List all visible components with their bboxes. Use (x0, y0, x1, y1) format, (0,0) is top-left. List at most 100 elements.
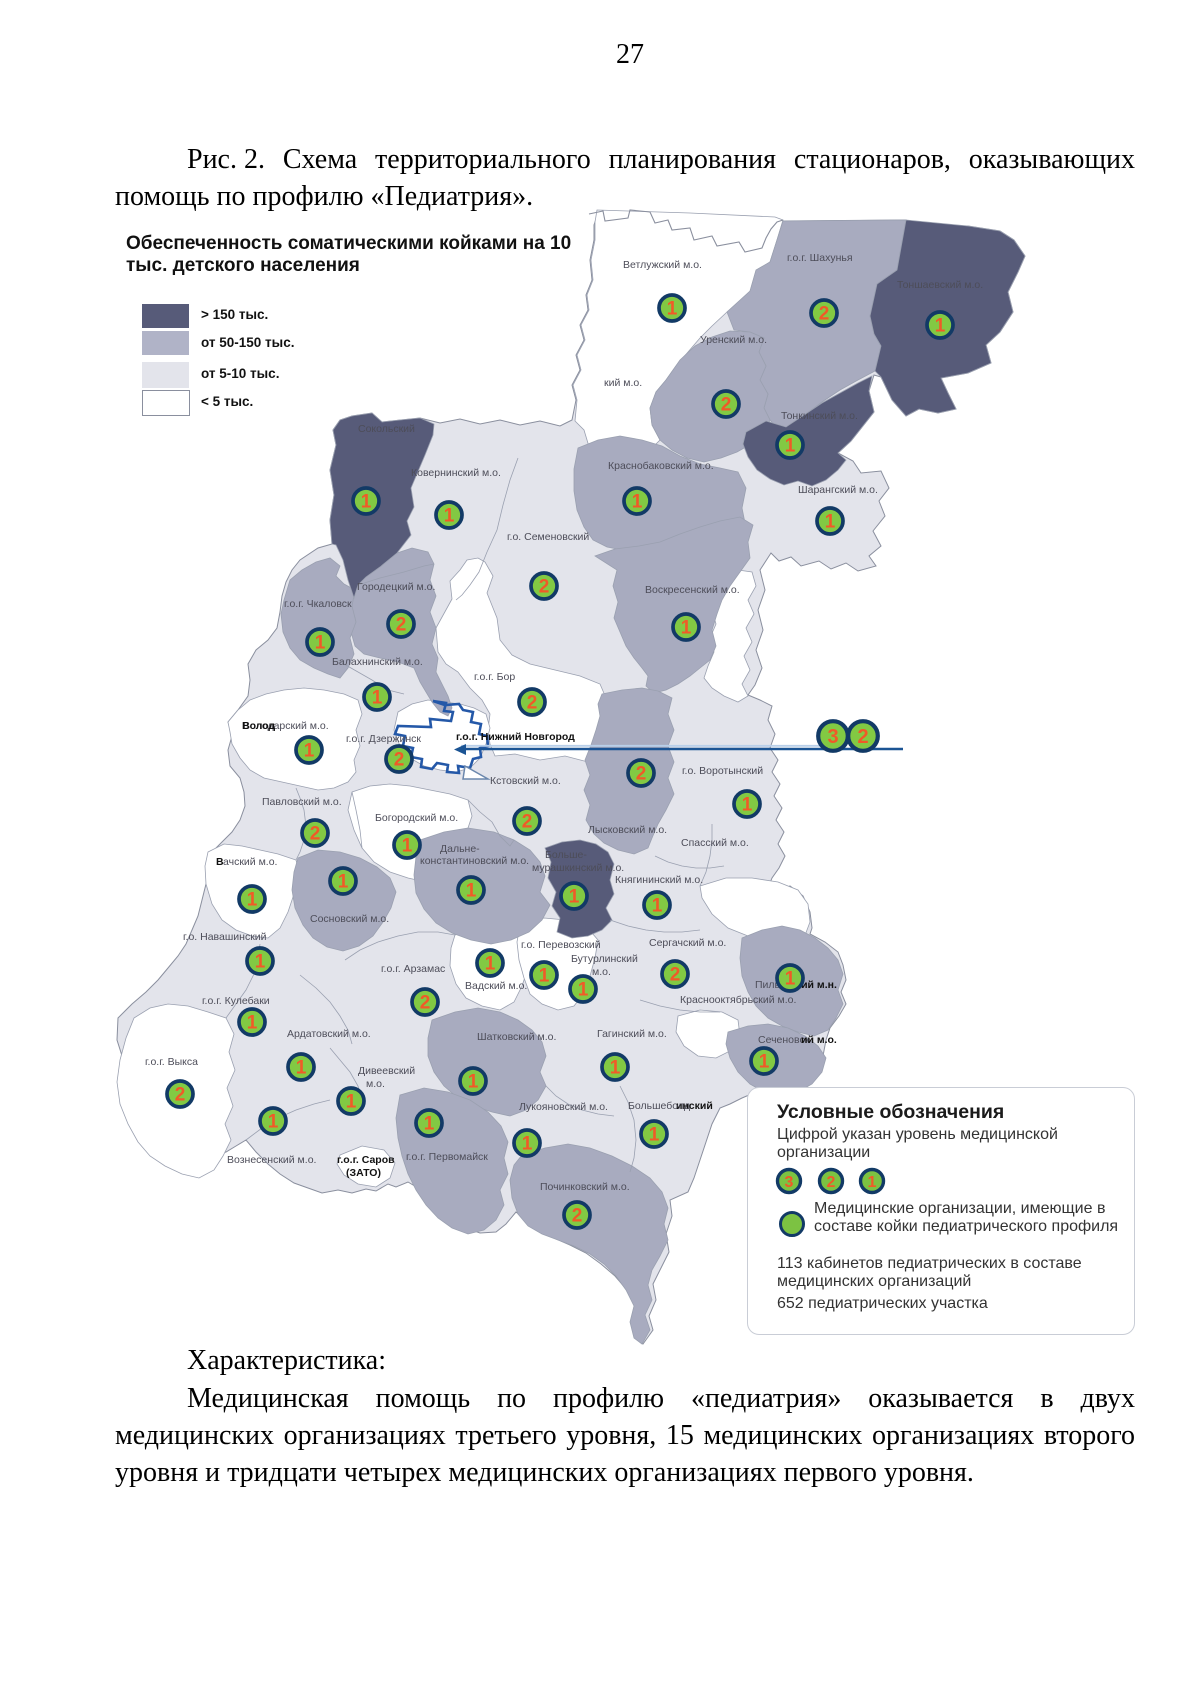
svg-text:1: 1 (304, 741, 315, 762)
svg-text:г.о.г. Нижний Новгород: г.о.г. Нижний Новгород (456, 731, 575, 743)
svg-text:Волод: Волод (242, 720, 276, 732)
svg-text:Сергачский м.о.: Сергачский м.о. (649, 937, 726, 949)
svg-text:Дивеевский: Дивеевский (358, 1065, 415, 1077)
svg-text:1: 1 (742, 795, 753, 816)
svg-text:1: 1 (569, 887, 580, 908)
svg-text:Тонкинский м.о.: Тонкинский м.о. (781, 410, 858, 422)
svg-text:Лысковский м.о.: Лысковский м.о. (588, 824, 667, 836)
svg-text:3: 3 (785, 1174, 794, 1191)
svg-text:(ЗАТО): (ЗАТО) (346, 1167, 381, 1179)
svg-text:1: 1 (296, 1058, 307, 1079)
svg-text:м.о.: м.о. (366, 1078, 385, 1090)
svg-text:г.о. Навашинский: г.о. Навашинский (183, 931, 267, 943)
svg-text:Павловский м.о.: Павловский м.о. (262, 796, 342, 808)
svg-text:1: 1 (424, 1114, 435, 1135)
svg-text:Володарский м.о.: Володарский м.о. (243, 720, 329, 732)
svg-text:1: 1 (372, 688, 383, 709)
svg-text:1: 1 (346, 1092, 357, 1113)
svg-text:г.о.г. Дзержинск: г.о.г. Дзержинск (346, 733, 421, 745)
svg-text:г.о.г. Чкаловск: г.о.г. Чкаловск (284, 598, 352, 610)
svg-text:2: 2 (819, 304, 830, 325)
svg-text:Ардатовский м.о.: Ардатовский м.о. (287, 1028, 371, 1040)
svg-text:Воскресенский м.о.: Воскресенский м.о. (645, 584, 740, 596)
svg-text:Балахнинский м.о.: Балахнинский м.о. (332, 656, 423, 668)
svg-text:константиновский м.о.: константиновский м.о. (420, 855, 529, 867)
svg-text:1: 1 (338, 872, 349, 893)
svg-text:3: 3 (827, 726, 838, 748)
svg-text:Гагинский м.о.: Гагинский м.о. (597, 1028, 667, 1040)
svg-text:1: 1 (578, 980, 589, 1001)
svg-text:м.о.: м.о. (592, 966, 611, 978)
svg-text:г.о.г. Арзамас: г.о.г. Арзамас (381, 963, 445, 975)
svg-text:1: 1 (785, 969, 796, 990)
svg-text:Дальне-: Дальне- (440, 843, 480, 855)
svg-text:1: 1 (522, 1134, 533, 1155)
svg-text:инский: инский (676, 1100, 713, 1112)
svg-text:В: В (216, 856, 224, 868)
svg-text:Бутурлинский: Бутурлинский (571, 953, 638, 965)
svg-text:Сосновский м.о.: Сосновский м.о. (310, 913, 389, 925)
svg-text:1: 1 (825, 512, 836, 533)
svg-text:Шарангский м.о.: Шарангский м.о. (798, 484, 878, 496)
svg-text:Большеболд: Большеболд (628, 1100, 690, 1112)
svg-text:Тоншаевский м.о.: Тоншаевский м.о. (897, 279, 983, 291)
svg-text:1: 1 (402, 836, 413, 857)
svg-text:Починковский м.о.: Починковский м.о. (540, 1181, 630, 1193)
svg-text:1: 1 (255, 952, 266, 973)
svg-text:1: 1 (315, 633, 326, 654)
svg-text:Ветлужский м.о.: Ветлужский м.о. (623, 259, 702, 271)
svg-text:1: 1 (652, 896, 663, 917)
svg-text:Сеченовск: Сеченовск (758, 1034, 810, 1046)
svg-text:1: 1 (632, 492, 643, 513)
svg-text:г.о.г. Первомайск: г.о.г. Первомайск (406, 1151, 488, 1163)
svg-text:мурашкинский м.о.: мурашкинский м.о. (532, 862, 624, 874)
svg-text:1: 1 (681, 618, 692, 639)
svg-text:1: 1 (468, 1072, 479, 1093)
svg-text:Вадский м.о.: Вадский м.о. (465, 980, 527, 992)
svg-text:1: 1 (539, 966, 550, 987)
svg-text:г.о.г. Кулебаки: г.о.г. Кулебаки (202, 995, 270, 1007)
svg-text:2: 2 (827, 1174, 836, 1191)
svg-text:Краснобаковский м.о.: Краснобаковский м.о. (608, 460, 714, 472)
svg-text:г.о.г. Саров: г.о.г. Саров (337, 1154, 395, 1166)
svg-text:2: 2 (670, 965, 681, 986)
svg-text:Шатковский м.о.: Шатковский м.о. (477, 1031, 556, 1043)
svg-text:1: 1 (868, 1174, 877, 1191)
svg-text:1: 1 (935, 316, 946, 337)
svg-text:1: 1 (649, 1125, 660, 1146)
svg-text:1: 1 (268, 1112, 279, 1133)
svg-text:1: 1 (247, 1013, 258, 1034)
svg-text:Богородский м.о.: Богородский м.о. (375, 812, 458, 824)
svg-text:2: 2 (857, 726, 868, 748)
svg-text:1: 1 (485, 954, 496, 975)
svg-text:г.о. Перевозский: г.о. Перевозский (521, 939, 601, 951)
svg-text:2: 2 (572, 1206, 583, 1227)
svg-text:г.о.г. Выкса: г.о.г. Выкса (145, 1056, 198, 1068)
svg-text:г.о. Семеновский: г.о. Семеновский (507, 531, 589, 543)
svg-text:ачский м.о.: ачский м.о. (223, 856, 277, 868)
svg-text:ий м.о.: ий м.о. (801, 1034, 837, 1046)
svg-text:Сокольский: Сокольский (358, 423, 415, 435)
svg-text:2: 2 (522, 812, 533, 833)
svg-text:Больше-: Больше- (545, 849, 587, 861)
svg-text:2: 2 (539, 577, 550, 598)
svg-text:2: 2 (175, 1085, 186, 1106)
svg-text:2: 2 (721, 395, 732, 416)
svg-text:2: 2 (394, 750, 405, 771)
svg-text:Кстовский м.о.: Кстовский м.о. (490, 775, 561, 787)
svg-text:1: 1 (667, 299, 678, 320)
svg-text:Спасский м.о.: Спасский м.о. (681, 837, 749, 849)
svg-text:кий м.о.: кий м.о. (604, 377, 642, 389)
svg-text:2: 2 (527, 693, 538, 714)
svg-text:1: 1 (610, 1058, 621, 1079)
svg-text:1: 1 (361, 492, 372, 513)
svg-text:1: 1 (759, 1052, 770, 1073)
svg-text:г.о. Воротынский: г.о. Воротынский (682, 765, 763, 777)
svg-text:1: 1 (247, 890, 258, 911)
svg-text:г.о.г. Бор: г.о.г. Бор (474, 671, 515, 683)
svg-text:2: 2 (420, 993, 431, 1014)
svg-text:Вознесенский м.о.: Вознесенский м.о. (227, 1154, 316, 1166)
svg-text:1: 1 (785, 436, 796, 457)
svg-text:Уренский м.о.: Уренский м.о. (700, 334, 767, 346)
svg-text:г.о.г. Шахунья: г.о.г. Шахунья (787, 252, 853, 264)
